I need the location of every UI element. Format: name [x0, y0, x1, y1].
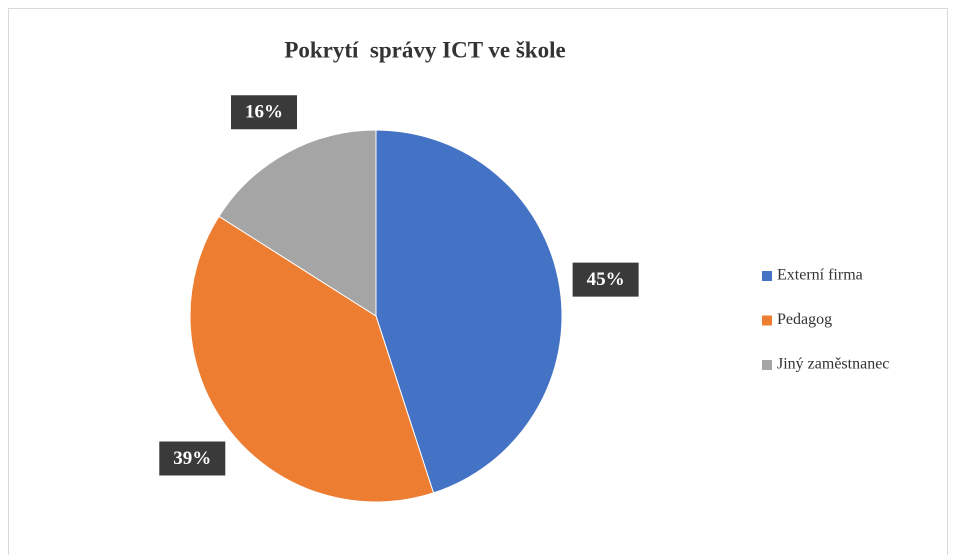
- legend-swatch: [762, 271, 772, 281]
- chart-title: Pokrytí správy ICT ve škole: [284, 37, 565, 62]
- data-label: 45%: [587, 269, 625, 290]
- data-label-box: [572, 262, 639, 297]
- pie-slice: [375, 129, 563, 494]
- pie-slice: [218, 129, 377, 317]
- data-label: 39%: [173, 448, 211, 469]
- legend-label: Pedagog: [777, 311, 832, 328]
- pie-slice: [189, 215, 435, 503]
- data-label-box: [159, 441, 226, 476]
- data-label: 16%: [245, 102, 283, 123]
- legend-label: Externí firma: [777, 267, 863, 284]
- legend-swatch: [762, 315, 772, 326]
- legend-label: Jiný zaměstnanec: [777, 356, 889, 373]
- legend-swatch: [762, 360, 772, 370]
- data-label-box: [230, 95, 297, 130]
